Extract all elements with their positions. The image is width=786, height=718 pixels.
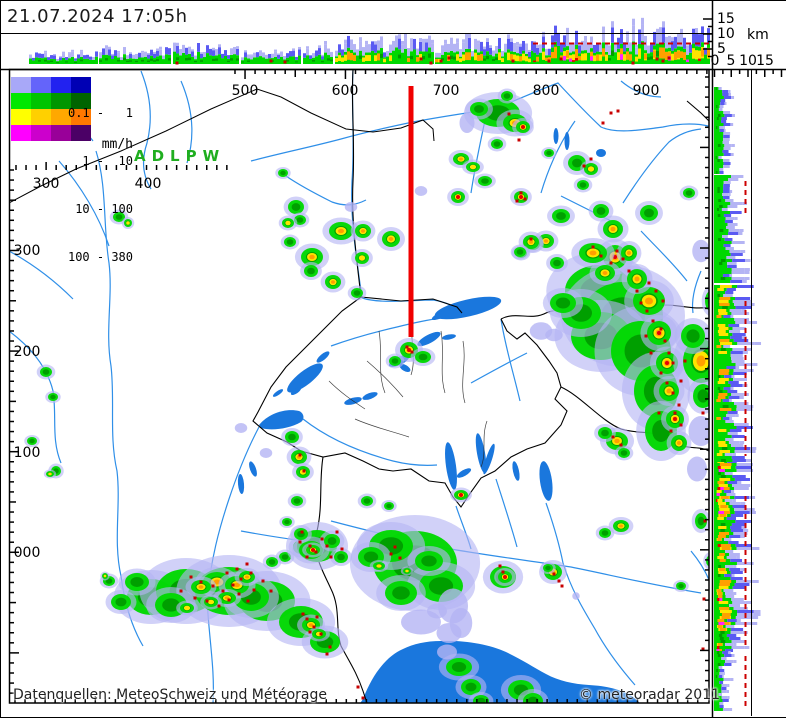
altitude-unit: km [747,27,769,43]
legend-swatch [71,125,91,141]
x-axis-label: 300 [32,176,60,192]
axis-ticks [10,18,783,703]
x-axis-label: 500 [231,83,259,99]
legend-swatch [31,77,51,93]
legend-swatch [71,93,91,109]
legend-swatch [31,125,51,141]
altitude-label: 15 [756,53,774,69]
altitude-label: 10 [717,26,735,42]
product-code: ADLPW [134,147,226,165]
y-axis-label: 000 [13,545,41,561]
legend-swatch [71,77,91,93]
legend-swatch [31,93,51,109]
legend-swatch [71,109,91,125]
timestamp: 21.07.2024 17:05h [7,6,188,27]
legend-swatch [11,125,31,141]
altitude-label: 10 [739,53,757,69]
y-axis-label: 100 [13,445,41,461]
altitude-label: 5 [717,41,726,57]
top-cross-section [29,17,710,64]
legend-range-4: 100 - 380 [67,250,133,264]
altitude-label: 15 [717,11,735,27]
copyright: © meteoradar 2011 [579,687,721,703]
legend-unit: mm/h [101,137,133,152]
y-axis-label: 300 [13,243,41,259]
legend-swatch [11,109,31,125]
legend-swatch [51,109,71,125]
x-axis-label: 400 [134,176,162,192]
lightning-strikes [179,109,707,703]
sea [360,640,640,703]
x-axis-label: 700 [432,83,460,99]
precipitation-blobs [24,88,709,703]
legend-range-1: 0.1 - 1 [67,106,133,120]
legend-swatch [11,93,31,109]
legend-swatch [51,125,71,141]
x-axis-label: 800 [532,83,560,99]
legend-range-2: 1 - 10 [67,154,133,168]
legend-swatch [31,109,51,125]
y-axis-label: 200 [13,344,41,360]
legend-swatch [51,77,71,93]
x-axis-label: 600 [331,83,359,99]
altitude-label: 0 [710,53,720,69]
altitude-label: 5 [726,53,736,69]
data-sources: Datenquellen: MeteoSchweiz und Météorage [13,687,327,703]
canton-borders [328,318,488,468]
x-axis-label: 900 [632,83,660,99]
top-strip-lightning [175,56,671,65]
legend-swatch [51,93,71,109]
legend-range-3: 10 - 100 [67,202,133,216]
right-cross-section [714,87,762,711]
legend-ranges: 0.1 - 1 1 - 10 10 - 100 100 - 380 [67,73,133,297]
legend-swatch [11,77,31,93]
